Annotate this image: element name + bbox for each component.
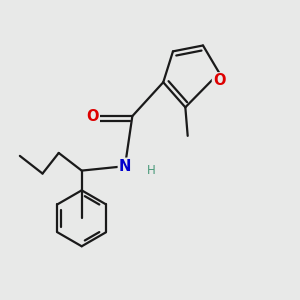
Text: O: O: [213, 73, 225, 88]
Text: H: H: [147, 164, 156, 177]
Text: N: N: [119, 159, 131, 174]
Text: O: O: [86, 109, 99, 124]
